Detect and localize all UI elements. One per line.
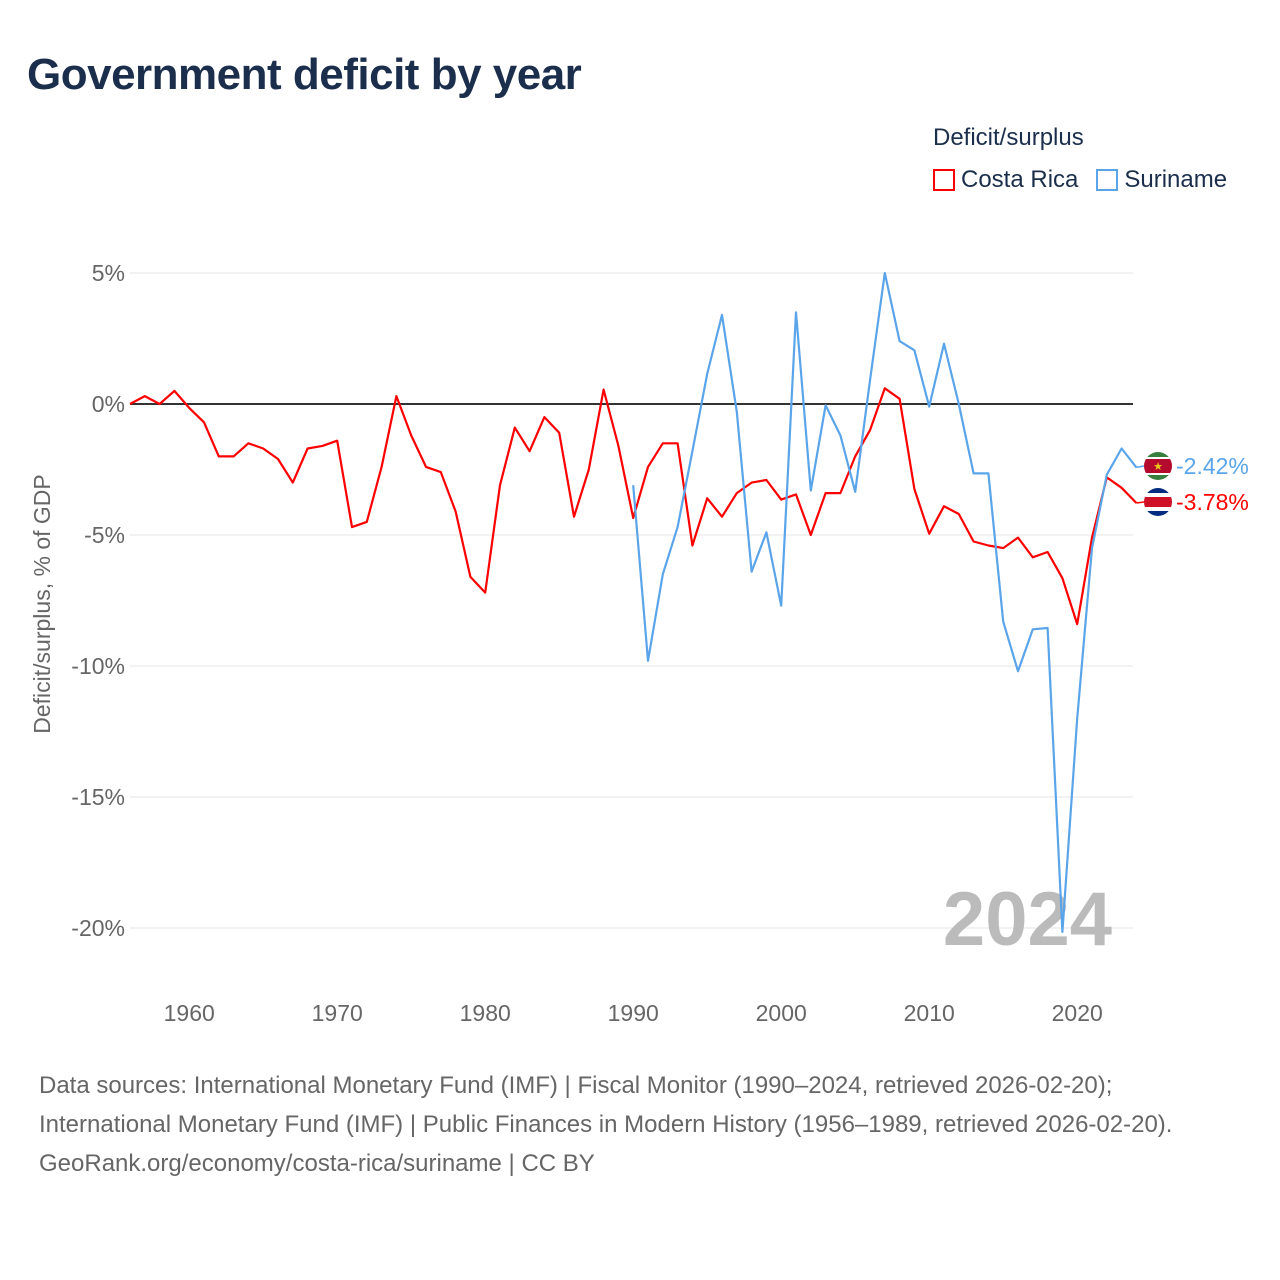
svg-text:★: ★ xyxy=(1153,461,1163,473)
legend-item-suriname[interactable]: Suriname xyxy=(1096,166,1227,194)
x-tick-label: 2000 xyxy=(756,1000,807,1026)
x-tick-label: 2010 xyxy=(904,1000,955,1026)
end-connector xyxy=(1136,465,1145,469)
end-value-label: -2.42% xyxy=(1176,453,1249,479)
suriname-flag-icon: ★ xyxy=(1144,452,1172,480)
legend-item-costa-rica[interactable]: Costa Rica xyxy=(933,166,1078,194)
y-axis-label: Deficit/surplus, % of GDP xyxy=(29,474,55,733)
y-tick-label: -5% xyxy=(84,522,125,548)
y-tick-label: 5% xyxy=(92,260,125,286)
series-line-costa-rica xyxy=(129,387,1138,626)
x-tick-label: 1980 xyxy=(460,1000,511,1026)
legend-swatch xyxy=(933,169,955,191)
end-connector xyxy=(1136,501,1145,504)
y-tick-label: -15% xyxy=(71,784,125,810)
end-value-label: -3.78% xyxy=(1176,489,1249,515)
year-watermark: 2024 xyxy=(943,877,1112,962)
legend-label: Costa Rica xyxy=(961,166,1079,193)
costa-rica-flag-icon xyxy=(1144,488,1172,516)
y-tick-label: -10% xyxy=(71,653,125,679)
series-line-suriname xyxy=(632,271,1138,934)
legend-label: Suriname xyxy=(1124,166,1228,193)
y-tick-label: -20% xyxy=(71,915,125,941)
legend-swatch xyxy=(1096,169,1119,191)
x-tick-label: 2020 xyxy=(1052,1000,1103,1026)
y-tick-label: 0% xyxy=(92,391,125,417)
chart-title: Government deficit by year xyxy=(27,50,582,99)
legend: Costa Rica Suriname xyxy=(933,166,1227,194)
x-tick-label: 1970 xyxy=(312,1000,363,1026)
line-chart: 5% 0% -5% -10% -15% -20% 1960 1970 1980 1990 2000 2… xyxy=(29,260,1249,1026)
legend-title: Deficit/surplus xyxy=(933,124,1084,151)
credit-link[interactable]: GeoRank.org/economy/costa-rica/suriname … xyxy=(39,1150,595,1177)
x-tick-label: 1960 xyxy=(164,1000,215,1026)
x-tick-label: 1990 xyxy=(608,1000,659,1026)
data-sources: Data sources: International Monetary Fun… xyxy=(39,1072,1173,1138)
footer: Data sources: International Monetary Fun… xyxy=(39,1066,1239,1183)
